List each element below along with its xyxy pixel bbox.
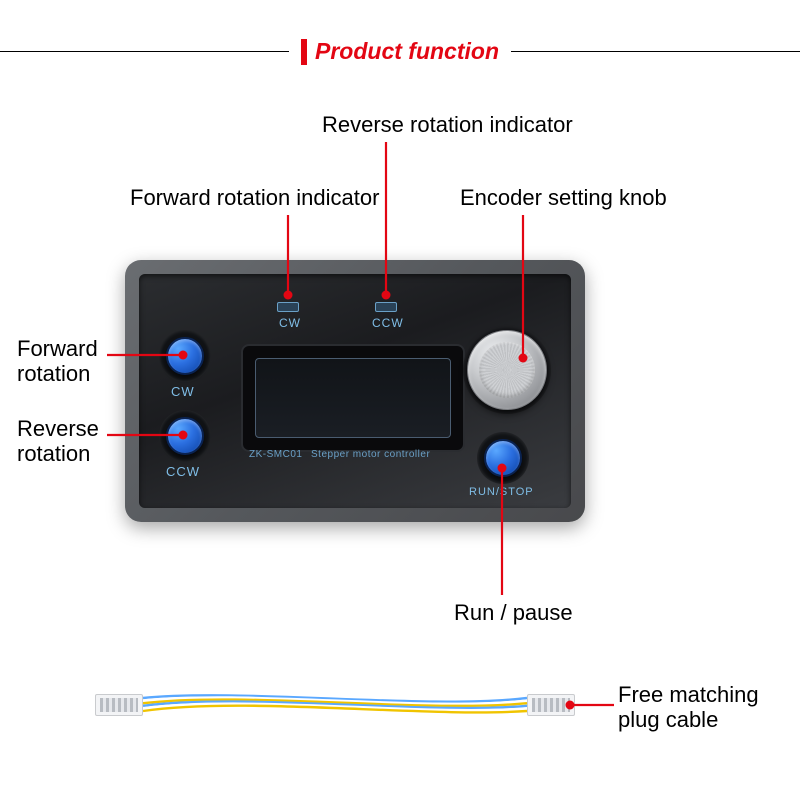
label-cable: Free matching plug cable xyxy=(618,682,759,733)
label-reverse-indicator: Reverse rotation indicator xyxy=(322,112,573,137)
title-accent-bar xyxy=(301,39,307,65)
title-line-right xyxy=(511,51,800,53)
label-forward-indicator: Forward rotation indicator xyxy=(130,185,379,210)
label-forward-rotation: Forward rotation xyxy=(17,336,98,387)
cable-strands xyxy=(95,680,575,730)
label-encoder-knob: Encoder setting knob xyxy=(460,185,667,210)
stepper-controller-device: CW CCW CW CCW ZK-SMC01 Stepper motor con… xyxy=(125,260,585,522)
cw-led-label: CW xyxy=(279,316,301,330)
cw-led-indicator xyxy=(277,302,299,312)
cw-button[interactable] xyxy=(166,337,204,375)
label-reverse-rotation: Reverse rotation xyxy=(17,416,99,467)
ccw-button-label: CCW xyxy=(166,464,200,479)
ccw-led-label: CCW xyxy=(372,316,404,330)
run-stop-button[interactable] xyxy=(484,439,522,477)
run-stop-button-label: RUN/STOP xyxy=(469,486,534,498)
lcd-screen xyxy=(241,344,465,452)
section-title-row: Product function xyxy=(0,38,800,65)
screen-subtitle-label: Stepper motor controller xyxy=(311,449,430,460)
screen-model-label: ZK-SMC01 xyxy=(249,449,302,460)
cw-button-label: CW xyxy=(171,384,195,399)
encoder-knob[interactable] xyxy=(467,330,547,410)
device-front-panel: CW CCW CW CCW ZK-SMC01 Stepper motor con… xyxy=(139,274,571,508)
ccw-button[interactable] xyxy=(166,417,204,455)
section-title: Product function xyxy=(315,38,499,65)
lcd-screen-inner xyxy=(255,358,451,438)
cable-connector-right xyxy=(527,694,575,716)
ccw-led-indicator xyxy=(375,302,397,312)
title-line-left xyxy=(0,51,289,53)
plug-cable xyxy=(95,680,575,730)
cable-connector-left xyxy=(95,694,143,716)
label-run-pause: Run / pause xyxy=(454,600,573,625)
